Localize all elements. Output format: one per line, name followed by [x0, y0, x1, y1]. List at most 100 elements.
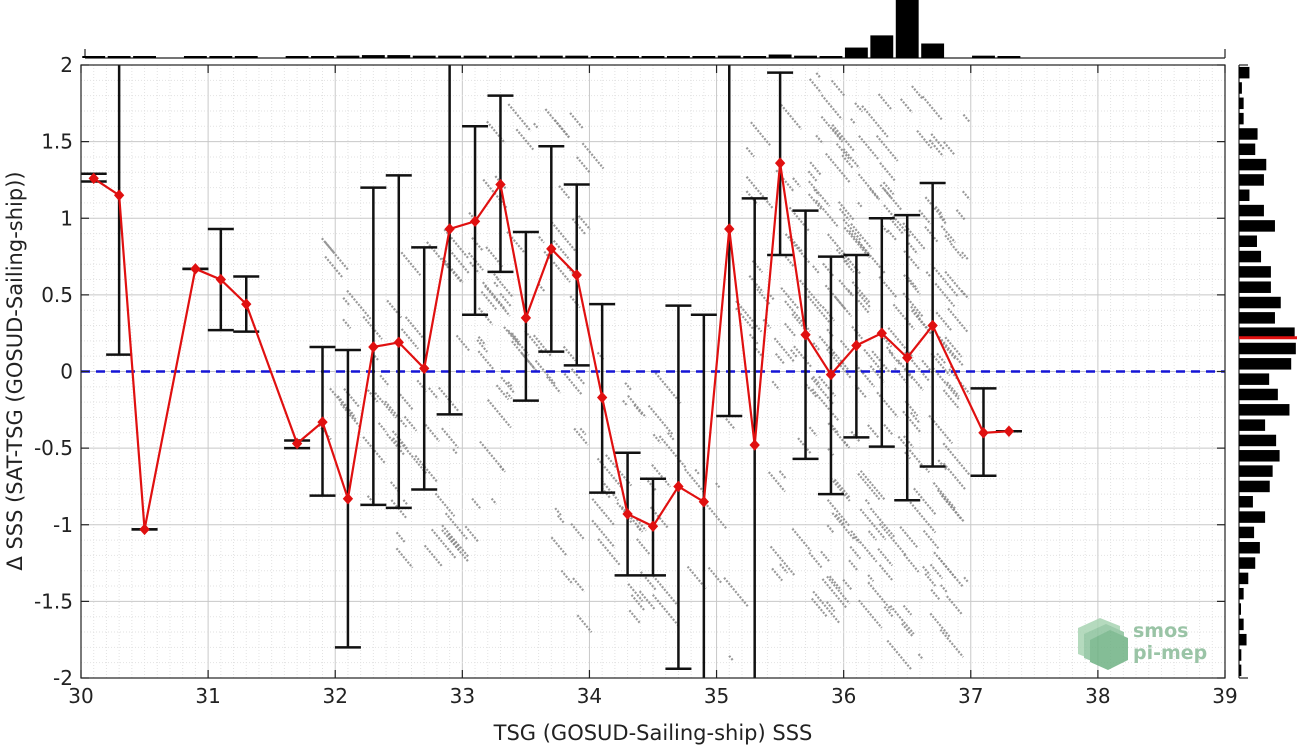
mean-point [495, 178, 506, 191]
mean-point [978, 427, 989, 439]
scatter-streak [944, 270, 966, 296]
right-histogram-bar [1239, 174, 1264, 186]
right-histogram-bar [1239, 66, 1250, 79]
scatter-streak [857, 472, 882, 502]
mean-point [215, 273, 226, 286]
logo-text-smos: smos [1133, 620, 1188, 642]
y-tick-label: -1.5 [34, 589, 73, 613]
right-histogram-bar [1239, 82, 1242, 94]
scatter-streak [942, 389, 961, 410]
scatter-streak [960, 289, 970, 300]
scatter-streak [813, 188, 820, 196]
top-histogram-bar [844, 47, 868, 58]
error-bar [106, 65, 133, 356]
scatter-streak [778, 470, 787, 480]
scatter-streak [600, 480, 620, 502]
right-histogram-bar [1239, 557, 1256, 569]
scatter-streak [930, 588, 941, 601]
top-histogram-bar [717, 55, 741, 58]
scatter-streak [854, 102, 864, 113]
scatter-streak [684, 468, 706, 494]
scatter-streak [400, 328, 420, 350]
x-tick-label: 35 [704, 684, 729, 708]
right-histogram-bar [1239, 450, 1280, 462]
right-histogram-bar [1239, 128, 1258, 140]
scatter-streak [755, 347, 765, 359]
mean-point [190, 263, 201, 275]
scatter-streak [828, 421, 840, 435]
scatter-streak [929, 612, 952, 639]
scatter-streak [404, 316, 427, 342]
scatter-streak [537, 283, 546, 292]
scatter-streak [955, 209, 967, 222]
scatter-streak [573, 427, 589, 446]
scatter-streak [932, 266, 959, 298]
right-histogram-bar [1239, 618, 1244, 631]
x-tick-label: 38 [1085, 684, 1110, 708]
scatter-streak [925, 271, 932, 278]
scatter-streak [386, 433, 406, 456]
scatter-streak [771, 380, 781, 391]
scatter-streak [762, 318, 772, 329]
scatter-streak [807, 295, 832, 324]
scatter-streak [799, 279, 824, 308]
mean-point [291, 437, 303, 450]
top-histogram-bar [82, 56, 106, 58]
scatter-streak [784, 255, 796, 268]
smos-pimep-logo: smos pi-mep [1078, 618, 1207, 670]
scatter-streak [428, 387, 439, 400]
top-histogram-bar [590, 56, 614, 58]
scatter-streak [916, 314, 930, 331]
top-histogram-bar [336, 55, 360, 58]
scatter-streak [867, 574, 875, 582]
scatter-streak [791, 313, 805, 329]
scatter-streak [928, 139, 944, 157]
scatter-streak [835, 248, 850, 265]
top-histogram-bar [641, 56, 665, 58]
scatter-streak [628, 609, 641, 624]
scatter-streak [883, 188, 903, 212]
top-histogram-bar [666, 56, 690, 58]
scatter-streak [826, 575, 851, 605]
scatter-streak [864, 499, 871, 506]
top-histogram-bar [133, 56, 156, 58]
x-tick-label: 30 [68, 684, 93, 708]
scatter-streak [563, 372, 583, 395]
right-histogram-bar [1239, 220, 1275, 232]
top-histogram-bar [463, 55, 487, 58]
scatter-streak [728, 655, 735, 662]
scatter-streak [496, 277, 514, 298]
scatter-streak [651, 594, 680, 627]
scatter-streak [918, 209, 932, 225]
scatter-streak [753, 285, 771, 306]
top-histogram-bar [819, 56, 843, 58]
scatter-streak [577, 215, 591, 231]
right-histogram-bar [1239, 603, 1241, 615]
scatter-streak [879, 184, 893, 200]
mean-point [698, 496, 710, 508]
scatter-streak [554, 507, 562, 516]
top-histogram-bar [692, 56, 716, 58]
mean-point [393, 336, 404, 349]
scatter-streak [703, 501, 728, 529]
scatter-streak [961, 190, 971, 201]
scatter-streak [447, 533, 461, 549]
scatter-streak [507, 381, 514, 389]
scatter-streak [842, 218, 862, 241]
mean-point [317, 416, 328, 428]
scatter-streak [414, 454, 439, 483]
scatter-streak [917, 653, 924, 661]
top-histogram-bar [387, 55, 411, 58]
scatter-streak [616, 502, 629, 517]
scatter-streak [533, 122, 540, 130]
scatter-streak [550, 536, 568, 557]
scatter-streak [808, 78, 823, 94]
scatter-streak [889, 605, 915, 635]
scatter-streak [444, 512, 469, 541]
logo-emblem [1078, 618, 1128, 670]
scatter-streak [876, 391, 899, 418]
mean-point [571, 269, 582, 281]
scatter-streak [750, 121, 771, 146]
top-histogram-bar [361, 55, 385, 58]
